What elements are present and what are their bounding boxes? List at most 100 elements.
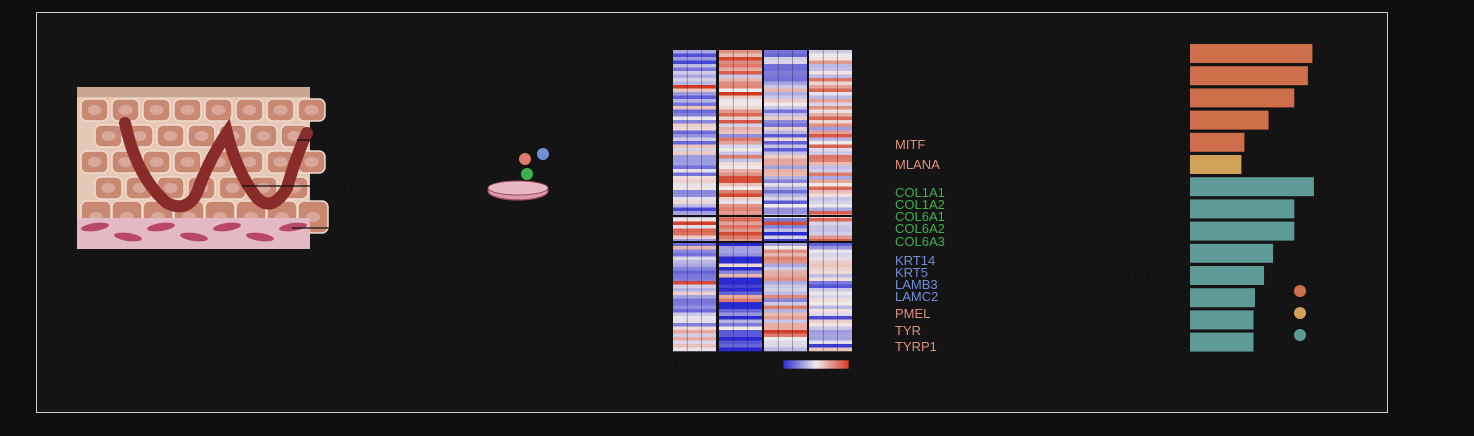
heatmap-cell xyxy=(719,186,762,191)
heatmap-cell xyxy=(764,186,807,191)
heatmap-cell xyxy=(764,144,807,149)
heatmap-cell xyxy=(719,225,762,229)
heatmap-cell xyxy=(764,218,807,222)
heatmap-cell xyxy=(764,253,807,257)
legend: 1 2 3 xyxy=(1294,284,1318,343)
heatmap-cell xyxy=(719,218,762,222)
heatmap-cell xyxy=(673,127,716,131)
heatmap-cell xyxy=(673,190,716,194)
heatmap-cell xyxy=(809,190,852,194)
fibroblast-cell xyxy=(180,232,208,242)
panel-c: c Immunity Transmembrane helix Receptor Tyr… xyxy=(975,40,1361,399)
heatmap-cell xyxy=(809,305,852,310)
cluster-label-2: 2 xyxy=(662,221,670,237)
heatmap-cell xyxy=(764,288,807,292)
heatmap-cell xyxy=(673,239,716,243)
heatmap-cell xyxy=(719,305,762,310)
heatmap-cell xyxy=(764,148,807,152)
heatmap-cell xyxy=(719,242,762,247)
heatmap-cell xyxy=(673,253,716,257)
heatmap-cell xyxy=(764,78,807,82)
heatmap-cell xyxy=(809,130,852,135)
heatmap-cell xyxy=(809,277,852,282)
gene-label: COL1A1 xyxy=(895,185,945,200)
heatmap-cell xyxy=(719,169,762,173)
heatmap-cell xyxy=(764,211,807,215)
heatmap-cell xyxy=(809,78,852,82)
heatmap-cell xyxy=(719,92,762,96)
label-keratinocyte: Keratinocyte xyxy=(335,132,424,149)
heatmap-cell xyxy=(719,256,762,261)
gene-label: COL6A3 xyxy=(895,234,945,249)
heatmap-cell xyxy=(719,78,762,82)
category-label: Immunity xyxy=(1133,46,1186,61)
heatmap-cell xyxy=(673,134,716,138)
heatmap-cell xyxy=(719,148,762,152)
heatmap-cell xyxy=(809,239,852,243)
heatmap-cell xyxy=(719,200,762,205)
heatmap-cell xyxy=(719,172,762,177)
heatmap-cell xyxy=(673,148,716,152)
heatmap-cell xyxy=(719,60,762,65)
heatmap-cell xyxy=(673,71,716,75)
heatmap-cell xyxy=(764,53,807,58)
heatmap-cell xyxy=(673,267,716,271)
label-cell-culture: Cell culture xyxy=(487,235,557,251)
heatmap-cell xyxy=(719,347,762,352)
heatmap-cell xyxy=(673,141,716,145)
bar xyxy=(1190,288,1255,308)
skin-illustration xyxy=(77,87,329,249)
heatmap-cell xyxy=(809,165,852,170)
heatmap-cell xyxy=(673,176,716,180)
heatmap-cell xyxy=(719,81,762,86)
heatmap-cell xyxy=(673,165,716,170)
heatmap-cell xyxy=(764,309,807,313)
gene-label: MLANA xyxy=(895,157,940,172)
heatmap-cell xyxy=(764,305,807,310)
heatmap-cell xyxy=(764,263,807,268)
heatmap-cell xyxy=(809,109,852,114)
heatmap-cell xyxy=(809,148,852,152)
heatmap-cell xyxy=(673,277,716,282)
heatmap-cell xyxy=(764,207,807,212)
legend-swatch xyxy=(1294,307,1306,319)
heatmap-cell xyxy=(809,179,852,184)
gene-label: LAMC2 xyxy=(895,289,938,304)
heatmap-cell xyxy=(719,155,762,159)
heatmap-cell xyxy=(764,141,807,145)
heatmap-cell xyxy=(764,155,807,159)
heatmap-cell xyxy=(719,127,762,131)
heatmap-cell xyxy=(673,312,716,317)
bar xyxy=(1190,199,1295,219)
heatmap-cell xyxy=(673,246,716,250)
heatmap-cell xyxy=(809,172,852,177)
figure-canvas: a Keratinocyte Melanocyte Fibroblast xyxy=(49,28,1361,399)
heatmap-cell xyxy=(809,102,852,107)
heatmap-cell xyxy=(809,347,852,352)
heatmap-cell xyxy=(764,57,807,61)
heatmap-cell xyxy=(764,312,807,317)
marker-title-1: Cell-type xyxy=(879,55,930,70)
heatmap-cell xyxy=(809,333,852,338)
gene-label: MITF xyxy=(895,137,925,152)
heatmap-cell xyxy=(719,165,762,170)
x-tick-label: 6 xyxy=(1277,361,1284,375)
gene-label: COL6A1 xyxy=(895,209,945,224)
heatmap-cell xyxy=(809,92,852,96)
heatmap-cell xyxy=(673,85,716,89)
heatmap-cell xyxy=(809,298,852,303)
heatmap-cell xyxy=(673,281,716,285)
heatmap-cell xyxy=(809,326,852,331)
heatmap-cell xyxy=(719,239,762,243)
heatmap-cell xyxy=(673,130,716,135)
x-tick-label: 8 xyxy=(1308,361,1315,375)
heatmap-cell xyxy=(673,123,716,128)
heatmap-cell xyxy=(673,309,716,313)
heatmap-cell xyxy=(764,183,807,187)
gene-label: LAMB3 xyxy=(895,277,938,292)
heatmap-cell xyxy=(719,197,762,201)
bottom-label-k: K xyxy=(701,358,711,374)
heatmap-cell xyxy=(764,190,807,194)
heatmap-cell xyxy=(809,249,852,254)
